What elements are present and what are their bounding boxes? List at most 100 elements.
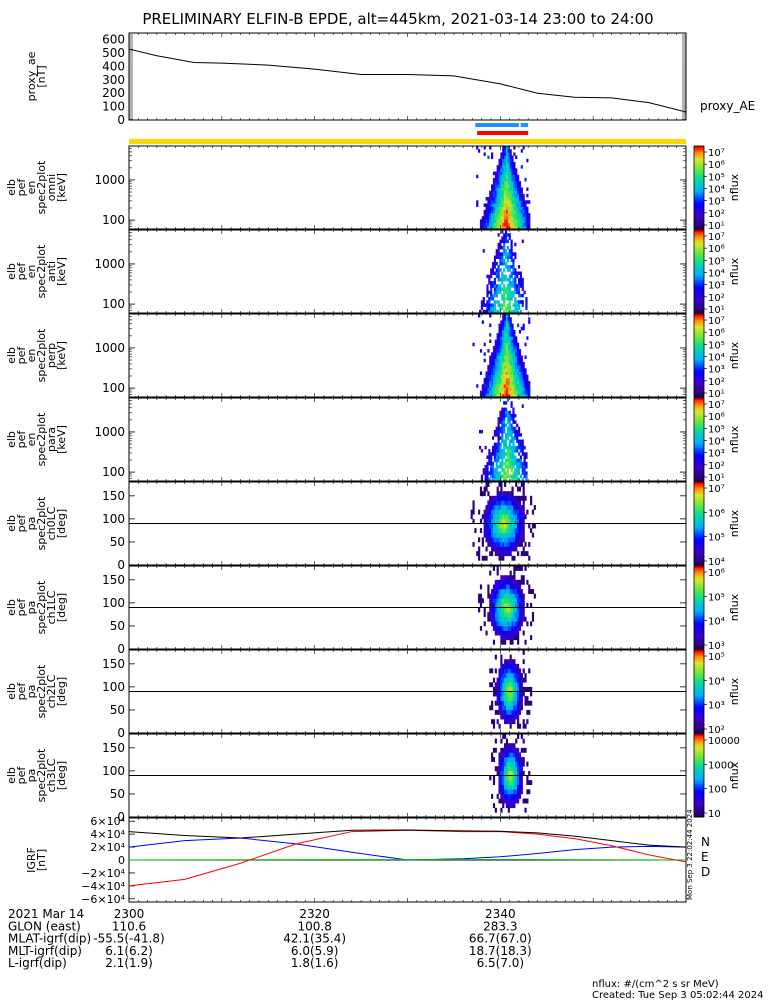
pitch-angle-cell: [520, 766, 523, 772]
spectrogram-cell: [520, 225, 523, 230]
pitch-angle-cell: [491, 589, 494, 594]
spectrogram-cell: [505, 146, 509, 150]
pitch-angle-cell: [513, 528, 516, 534]
spectrogram-cell: [497, 303, 500, 307]
spectrogram-cell: [492, 177, 496, 182]
pitch-angle-cell: [522, 491, 525, 497]
pitch-angle-cell: [479, 593, 483, 599]
colorbar-cell: [694, 697, 704, 701]
pitch-angle-cell: [487, 541, 490, 547]
spectrogram-cell: [507, 393, 510, 398]
spectrogram-cell: [514, 300, 517, 304]
colorbar-cell: [694, 787, 704, 791]
spectrogram-cell: [486, 293, 489, 298]
spectrogram-cell: [481, 219, 484, 223]
colorbar-cell: [694, 242, 704, 246]
colorbar-cell: [694, 808, 704, 812]
spectrogram-cell: [492, 200, 496, 204]
pitch-angle-cell: [505, 602, 509, 608]
spectrogram-cell: [520, 374, 523, 379]
spectrogram-cell: [491, 371, 494, 375]
spectrogram-cell: [493, 290, 496, 295]
spectrogram-cell: [521, 300, 524, 304]
spectrogram-cell: [487, 371, 490, 375]
spectrogram-cell: [507, 368, 510, 372]
colorbar-cell: [694, 447, 704, 451]
spectrogram-cell: [517, 365, 520, 369]
pitch-angle-cell: [502, 663, 505, 669]
spectrogram-cell: [500, 329, 503, 334]
spectrogram-cell: [502, 339, 505, 344]
colorbar-cell: [694, 292, 704, 295]
spectrogram-cell: [506, 309, 509, 314]
pitch-angle-cell: [505, 686, 509, 692]
pitch-angle-cell: [496, 682, 499, 688]
spectrogram-cell: [493, 429, 496, 434]
spectrogram-cell: [525, 455, 528, 459]
colorbar-tick-label: 1000: [708, 760, 733, 771]
pitch-angle-cell: [491, 719, 494, 725]
spectrogram-cell: [507, 381, 510, 385]
spectrogram-cell: [524, 393, 527, 398]
pitch-angle-cell: [511, 575, 514, 581]
spectrogram-cell: [503, 261, 506, 266]
pitch-angle-cell: [515, 691, 518, 697]
pitch-angle-cell: [491, 757, 494, 762]
colorbar-cell: [694, 150, 704, 153]
spectrogram-cell: [522, 390, 525, 395]
spectrogram-cell: [515, 361, 518, 366]
spectrogram-cell: [522, 384, 525, 388]
spectrogram-cell: [489, 384, 492, 388]
colorbar-cell: [694, 656, 704, 659]
pitch-angle-cell: [518, 761, 522, 767]
spectrogram-cell: [508, 236, 511, 240]
spectrogram-cell: [517, 387, 520, 391]
spectrogram-cell: [488, 306, 491, 311]
spectrogram-cell: [484, 445, 487, 450]
spectrogram-cell: [502, 225, 505, 230]
colorbar-cell: [694, 812, 704, 816]
spectrogram-cell: [511, 333, 514, 337]
spectrogram-cell: [511, 323, 514, 328]
colorbar-cell: [694, 374, 704, 377]
pitch-angle-cell: [500, 668, 503, 674]
en_para-ylabel: en: [25, 433, 38, 447]
spectrogram-cell: [521, 293, 524, 298]
spectrogram-cell: [515, 177, 518, 182]
pitch-angle-cell: [513, 770, 516, 776]
spectrogram-cell: [502, 155, 505, 160]
colorbar-cell: [694, 738, 704, 741]
pitch-angle-cell: [522, 612, 525, 618]
pitch-angle-cell: [507, 668, 510, 674]
spectrogram-cell: [518, 349, 522, 353]
spectrogram-cell: [509, 339, 512, 344]
pitch-angle-cell: [509, 700, 512, 706]
spectrogram-cell: [508, 300, 511, 304]
pitch-angle-cell: [518, 616, 522, 622]
colorbar-cell: [694, 156, 704, 159]
pitch-angle-cell: [498, 579, 501, 585]
pitch-angle-cell: [502, 696, 505, 702]
spectrogram-cell: [517, 303, 521, 307]
pitch-angle-cell: [509, 523, 512, 529]
pitch-angle-cell: [509, 579, 512, 585]
spectrogram-cell: [520, 219, 523, 223]
spectrogram-cell: [515, 387, 518, 391]
pitch-angle-cell: [517, 798, 520, 804]
spectrogram-cell: [505, 203, 509, 207]
pitch-angle-cell: [504, 784, 507, 790]
pitch-angle-cell: [517, 551, 520, 557]
colorbar-cell: [694, 814, 704, 818]
colorbar-cell: [694, 630, 704, 633]
spectrogram-cell: [492, 225, 496, 230]
colorbar-cell: [694, 320, 704, 323]
spectrogram-cell: [521, 468, 524, 472]
spectrogram-cell: [497, 455, 500, 459]
spectrogram-cell: [491, 193, 494, 198]
spectrogram-cell: [508, 281, 511, 285]
pitch-angle-cell: [498, 700, 501, 706]
pitch-angle-cell: [500, 770, 503, 776]
colorbar-cell: [694, 206, 704, 209]
time-axis-value: 2.1(1.9): [105, 956, 153, 970]
pitch-angle-cell: [515, 537, 518, 543]
